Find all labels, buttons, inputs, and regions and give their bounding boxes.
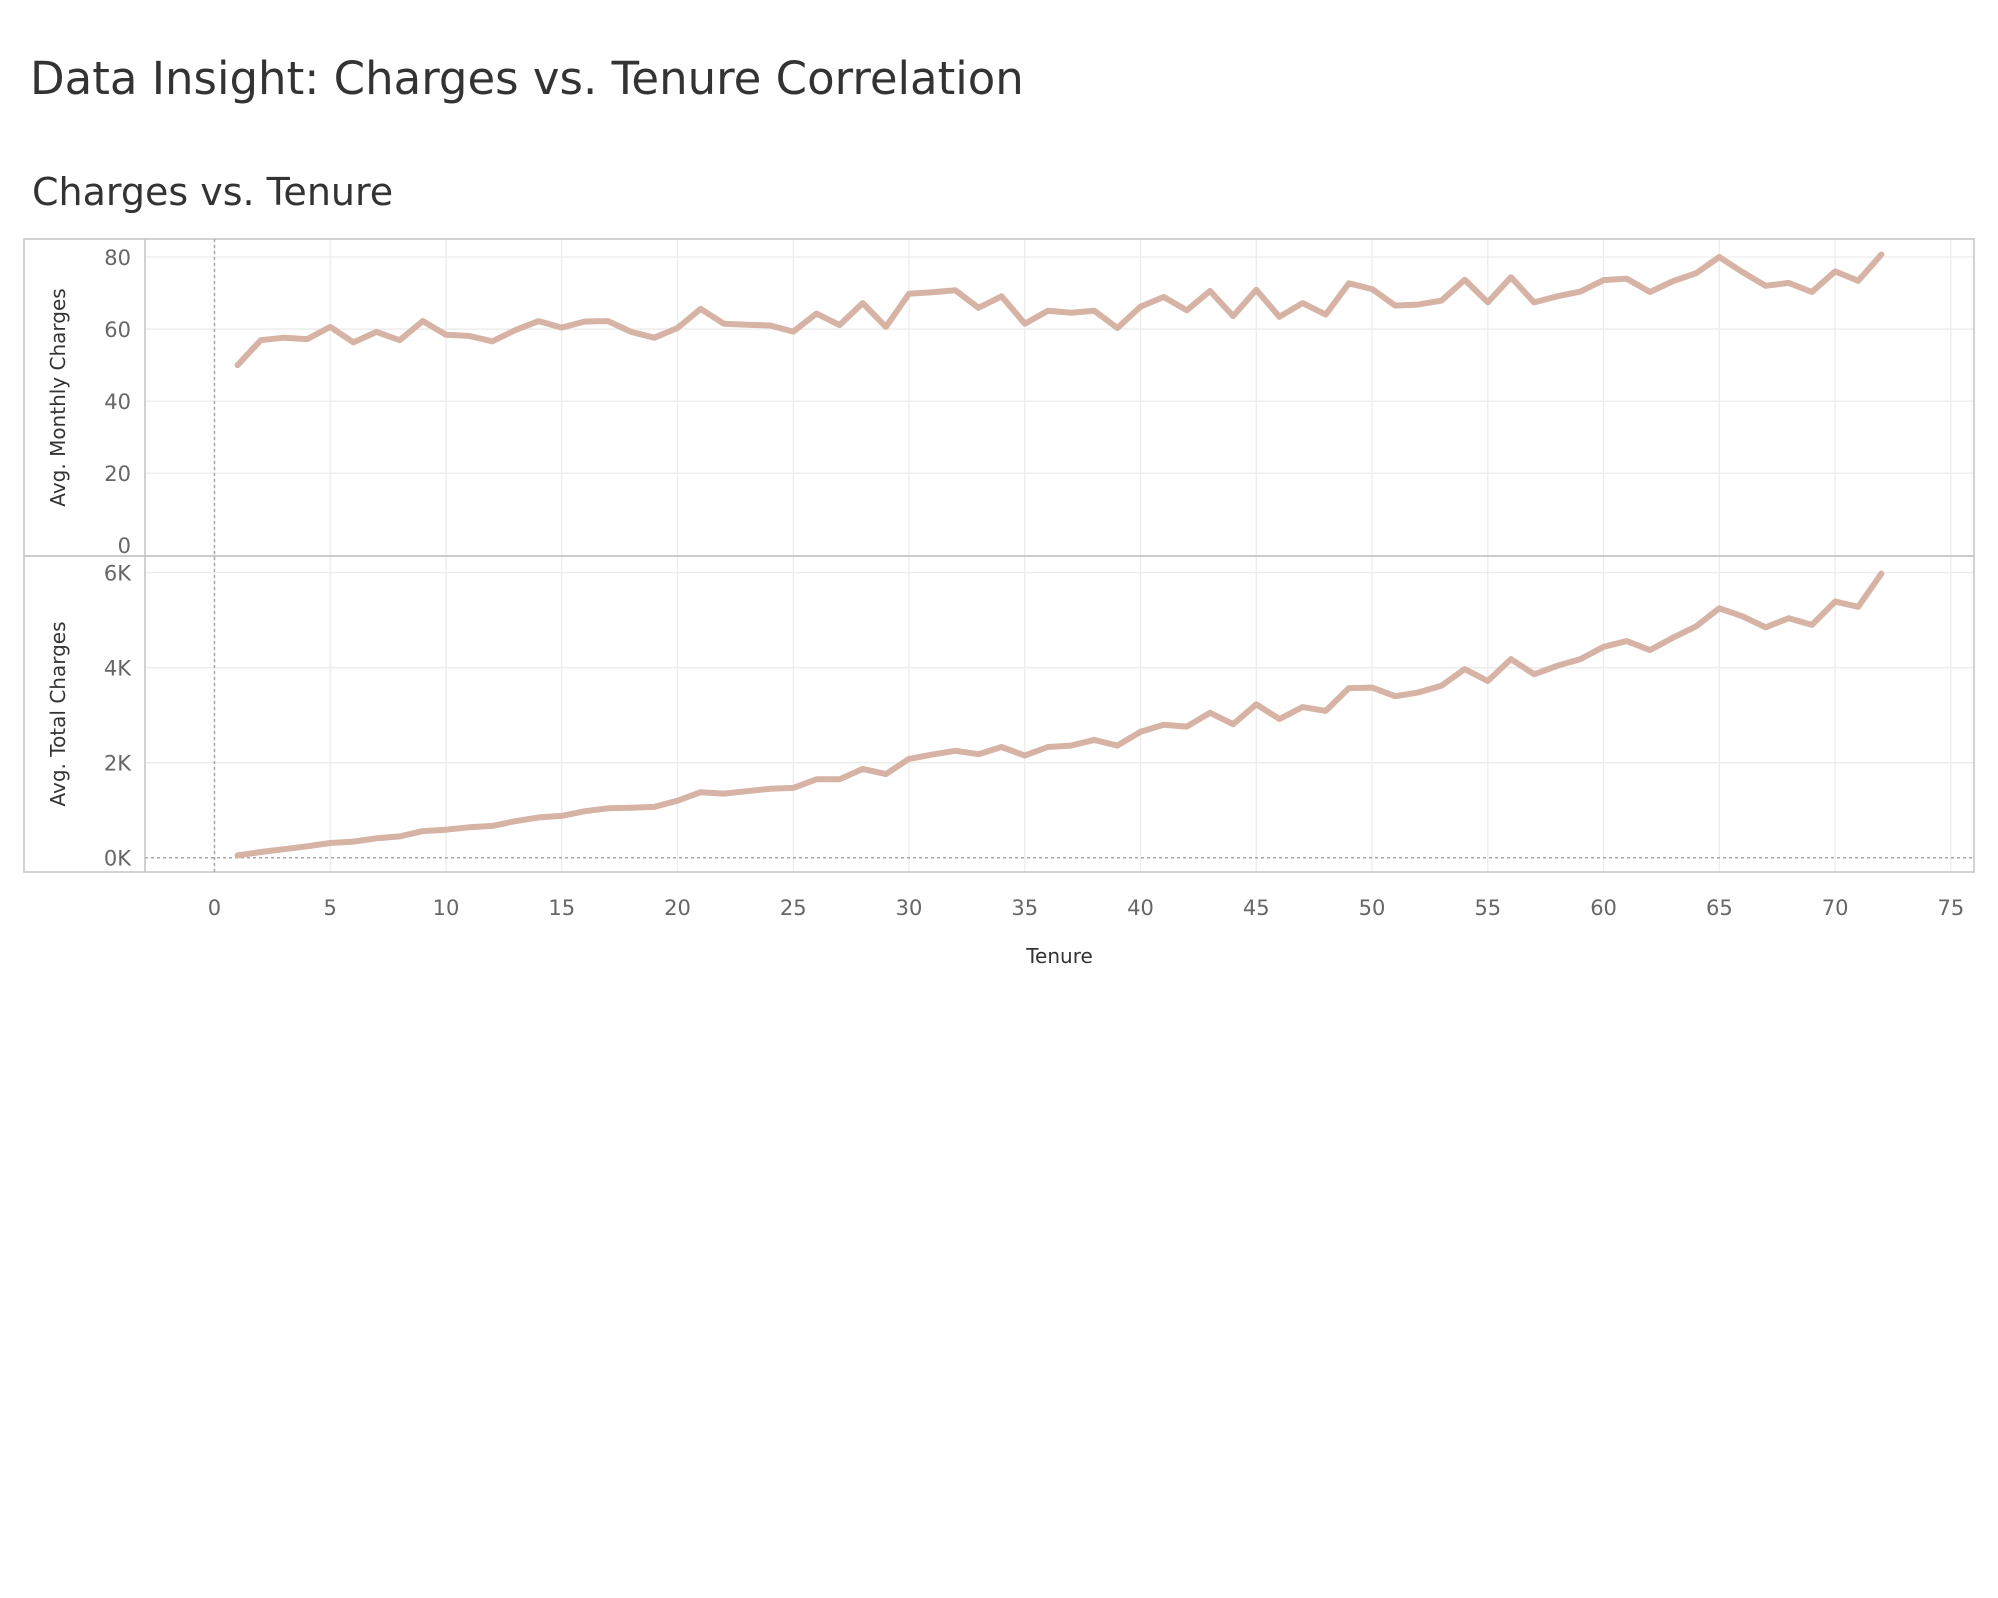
y-tick-label: 6K [104, 562, 132, 586]
x-tick-label: 20 [664, 896, 691, 920]
panel-frame [23, 238, 1975, 557]
y-axis-title: Avg. Monthly Charges [46, 288, 70, 506]
y-tick-label: 20 [104, 462, 131, 486]
dashboard-title: Data Insight: Charges vs. Tenure Correla… [30, 52, 1024, 105]
y-tick-label: 40 [104, 390, 131, 414]
x-tick-label: 35 [1011, 896, 1038, 920]
x-tick-label: 50 [1359, 896, 1386, 920]
panel-frame [23, 555, 1975, 873]
x-tick-label: 70 [1822, 896, 1849, 920]
x-axis-title: Tenure [1025, 944, 1093, 968]
y-tick-label: 60 [104, 318, 131, 342]
x-tick-label: 5 [324, 896, 337, 920]
x-tick-label: 0 [208, 896, 221, 920]
y-tick-label: 0K [104, 847, 132, 871]
x-tick-label: 15 [548, 896, 575, 920]
series-line [234, 251, 1885, 369]
series-line [234, 570, 1885, 859]
y-tick-label: 4K [104, 657, 132, 681]
x-tick-label: 45 [1243, 896, 1270, 920]
sheet-title: Charges vs. Tenure [32, 170, 394, 214]
x-tick-label: 25 [780, 896, 807, 920]
x-tick-label: 10 [433, 896, 460, 920]
x-tick-label: 75 [1937, 896, 1964, 920]
x-tick-label: 65 [1706, 896, 1733, 920]
y-axis-title: Avg. Total Charges [46, 621, 70, 806]
x-tick-label: 40 [1127, 896, 1154, 920]
y-tick-label: 80 [104, 246, 131, 270]
y-tick-label: 0 [118, 534, 131, 558]
x-tick-label: 55 [1474, 896, 1501, 920]
y-tick-label: 2K [104, 752, 132, 776]
x-tick-label: 60 [1590, 896, 1617, 920]
x-tick-label: 30 [896, 896, 923, 920]
